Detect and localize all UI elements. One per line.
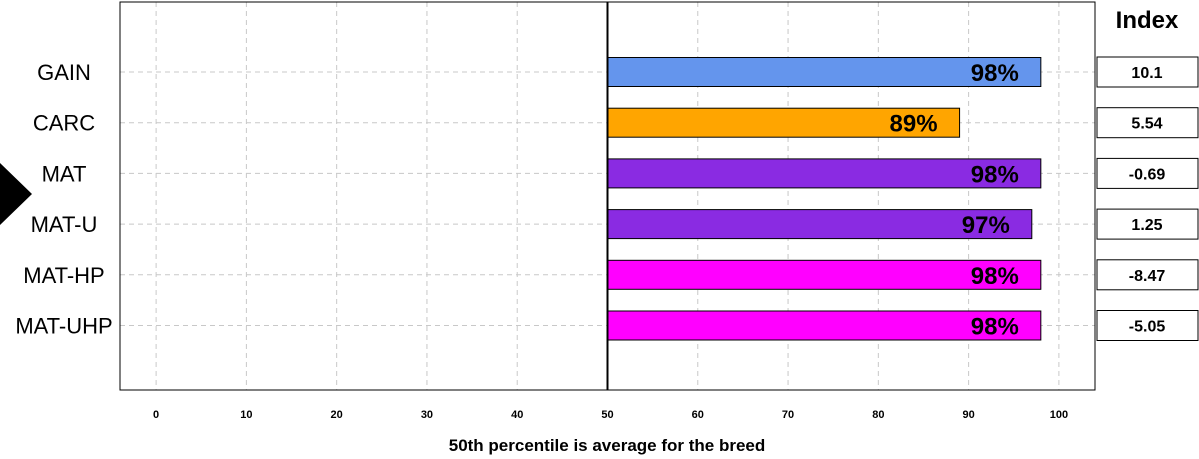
bars: 98% 89% 98% 97% 98% 98% <box>607 57 1042 341</box>
x-tick-label: 30 <box>421 409 433 421</box>
index-value: 1.25 <box>1131 217 1162 234</box>
category-label: MAT-UHP <box>15 314 112 339</box>
x-tick-label: 100 <box>1050 409 1068 421</box>
category-label: MAT-HP <box>23 263 104 288</box>
index-value: -5.05 <box>1129 319 1166 336</box>
index-value: -0.69 <box>1129 166 1166 183</box>
x-tick-label: 70 <box>782 409 794 421</box>
bar-value-label: 89% <box>890 111 938 138</box>
category-label: MAT <box>42 161 87 186</box>
index-values: 10.1 5.54 -0.69 1.25 -8.47 -5.05 <box>1096 56 1199 341</box>
category-label: MAT-U <box>31 212 98 237</box>
index-box <box>1096 56 1199 88</box>
selected-row-pointer-icon <box>0 163 32 225</box>
bar-value-label: 98% <box>971 60 1019 87</box>
bar <box>607 259 1042 290</box>
x-tick-label: 20 <box>331 409 343 421</box>
bar <box>607 57 1042 87</box>
bar-value-label: 98% <box>971 263 1019 290</box>
x-tick-label: 0 <box>153 409 159 421</box>
index-value: 5.54 <box>1131 116 1162 133</box>
bar-value-label: 97% <box>962 212 1010 239</box>
category-labels: GAIN CARC MAT MAT-U MAT-HP MAT-UHP <box>15 60 112 339</box>
x-ticks: 0 10 20 30 40 50 60 70 80 90 100 <box>153 409 1068 421</box>
bar-value-label: 98% <box>971 161 1019 188</box>
index-box <box>1096 259 1199 291</box>
x-tick-label: 60 <box>692 409 704 421</box>
index-title: Index <box>1116 7 1179 34</box>
x-tick-label: 80 <box>872 409 884 421</box>
index-box <box>1096 157 1199 189</box>
bar-value-label: 98% <box>971 314 1019 341</box>
x-axis-title: 50th percentile is average for the breed <box>449 436 766 455</box>
category-label: CARC <box>33 111 95 136</box>
bar <box>607 209 1033 240</box>
index-box <box>1096 310 1199 341</box>
x-tick-label: 50 <box>601 409 613 421</box>
index-value: 10.1 <box>1131 65 1162 82</box>
category-label: GAIN <box>37 60 91 85</box>
index-box <box>1096 208 1199 240</box>
index-value: -8.47 <box>1129 268 1166 285</box>
x-tick-label: 40 <box>511 409 523 421</box>
bar <box>607 310 1042 341</box>
x-tick-label: 90 <box>962 409 974 421</box>
bar <box>607 107 961 138</box>
x-tick-label: 10 <box>240 409 252 421</box>
index-box <box>1096 107 1199 139</box>
